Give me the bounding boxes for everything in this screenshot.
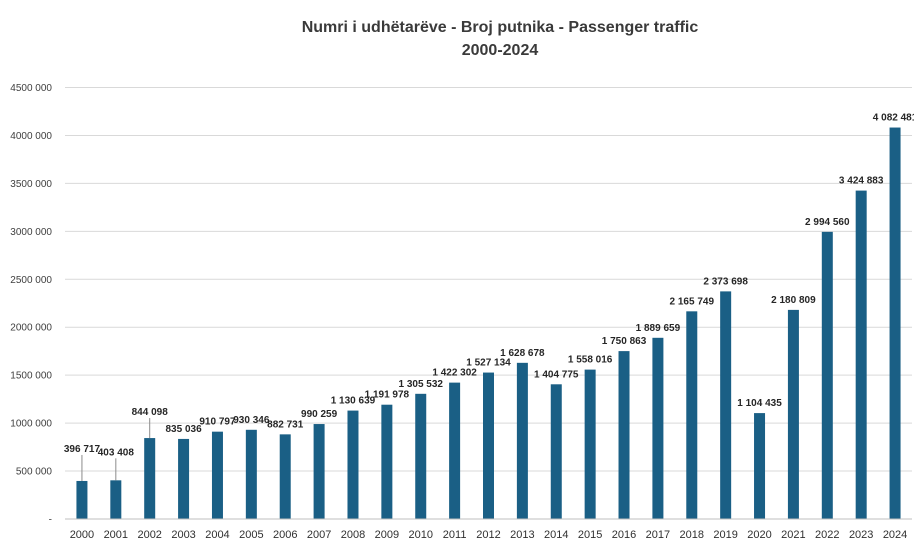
- data-label: 1 558 016: [568, 355, 613, 366]
- data-label: 4 082 481: [873, 113, 914, 124]
- y-tick-label: 3000 000: [10, 227, 52, 238]
- x-tick-label: 2010: [408, 529, 432, 541]
- gridlines: [65, 87, 912, 472]
- data-label: 1 191 978: [365, 390, 410, 401]
- y-tick-label: 2000 000: [10, 323, 52, 334]
- data-label: 396 717: [64, 444, 101, 455]
- bar: [110, 480, 122, 519]
- data-label: 1 130 639: [331, 396, 376, 407]
- bar: [144, 438, 156, 519]
- x-tick-label: 2002: [137, 529, 161, 541]
- x-tick-label: 2007: [307, 529, 331, 541]
- bar: [415, 393, 427, 519]
- data-label: 2 180 809: [771, 295, 816, 306]
- x-tick-label: 2004: [205, 529, 229, 541]
- bar: [483, 372, 494, 519]
- data-label: 882 731: [267, 419, 304, 430]
- y-tick-label: 4000 000: [10, 131, 52, 142]
- bar: [347, 410, 359, 519]
- x-tick-label: 2024: [883, 529, 907, 541]
- x-tick-label: 2001: [104, 529, 128, 541]
- x-tick-label: 2003: [171, 529, 195, 541]
- x-tick-label: 2020: [747, 529, 771, 541]
- data-label: 2 994 560: [805, 217, 850, 228]
- data-label: 1 305 532: [398, 379, 443, 390]
- data-label: 1 422 302: [432, 368, 477, 379]
- bar: [211, 431, 223, 519]
- x-tick-label: 2009: [375, 529, 399, 541]
- bar: [584, 369, 596, 519]
- bar: [550, 384, 562, 519]
- bar: [720, 291, 732, 519]
- x-tick-label: 2005: [239, 529, 263, 541]
- y-tick-label: 1500 000: [10, 371, 52, 382]
- data-label: 930 346: [233, 415, 270, 426]
- bar: [449, 382, 461, 519]
- data-label: 1 889 659: [636, 323, 681, 334]
- data-label: 990 259: [301, 409, 338, 420]
- chart-subtitle: 2000-2024: [462, 42, 539, 59]
- x-tick-label: 2022: [815, 529, 839, 541]
- data-label: 1 527 134: [466, 358, 511, 369]
- x-tick-label: 2012: [476, 529, 500, 541]
- bar: [381, 404, 393, 519]
- data-label: 2 373 698: [703, 276, 748, 287]
- bar: [618, 351, 630, 519]
- x-tick-label: 2015: [578, 529, 602, 541]
- bar: [178, 438, 190, 519]
- data-label: 1 404 775: [534, 369, 579, 380]
- data-label: 1 750 863: [602, 336, 647, 347]
- x-tick-label: 2008: [341, 529, 365, 541]
- bar: [76, 480, 88, 519]
- x-tick-label: 2023: [849, 529, 873, 541]
- y-tick-label: -: [49, 515, 52, 526]
- bar: [245, 429, 257, 519]
- bar: [889, 127, 901, 519]
- y-axis-ticks: - 500 000 1000 000 1500 000 2000 000 2500 000…: [10, 83, 52, 526]
- bar: [821, 231, 833, 519]
- x-tick-label: 2013: [510, 529, 534, 541]
- bar: [516, 362, 528, 519]
- y-tick-label: 500 000: [16, 467, 53, 478]
- x-tick-label: 2018: [680, 529, 704, 541]
- x-tick-label: 2019: [713, 529, 737, 541]
- x-tick-label: 2017: [646, 529, 670, 541]
- data-label: 2 165 749: [670, 296, 715, 307]
- y-tick-label: 3500 000: [10, 179, 52, 190]
- x-tick-label: 2021: [781, 529, 805, 541]
- bar: [313, 424, 325, 519]
- x-tick-label: 2006: [273, 529, 297, 541]
- x-axis-ticks: 2000 2001 2002 2003 2004 2005 2006 2007 2008 2009…: [70, 529, 908, 541]
- bar: [855, 190, 867, 519]
- data-label: 1 104 435: [737, 398, 782, 409]
- y-tick-label: 2500 000: [10, 275, 52, 286]
- data-label: 1 628 678: [500, 348, 545, 359]
- data-label: 3 424 883: [839, 176, 884, 187]
- bar: [787, 309, 799, 519]
- bars: [76, 127, 901, 519]
- data-label: 835 036: [166, 424, 203, 435]
- bar: [279, 434, 291, 519]
- x-tick-label: 2014: [544, 529, 568, 541]
- data-label: 844 098: [132, 407, 169, 418]
- data-label: 910 797: [199, 417, 236, 428]
- x-tick-label: 2016: [612, 529, 636, 541]
- bar: [686, 311, 698, 519]
- data-label: 403 408: [98, 447, 135, 458]
- x-tick-label: 2011: [443, 529, 467, 541]
- y-tick-label: 4500 000: [10, 83, 52, 94]
- y-tick-label: 1000 000: [10, 419, 52, 430]
- bar: [754, 413, 766, 519]
- x-tick-label: 2000: [70, 529, 94, 541]
- bar: [652, 337, 664, 519]
- chart-title: Numri i udhëtarëve - Broj putnika - Pass…: [302, 19, 699, 36]
